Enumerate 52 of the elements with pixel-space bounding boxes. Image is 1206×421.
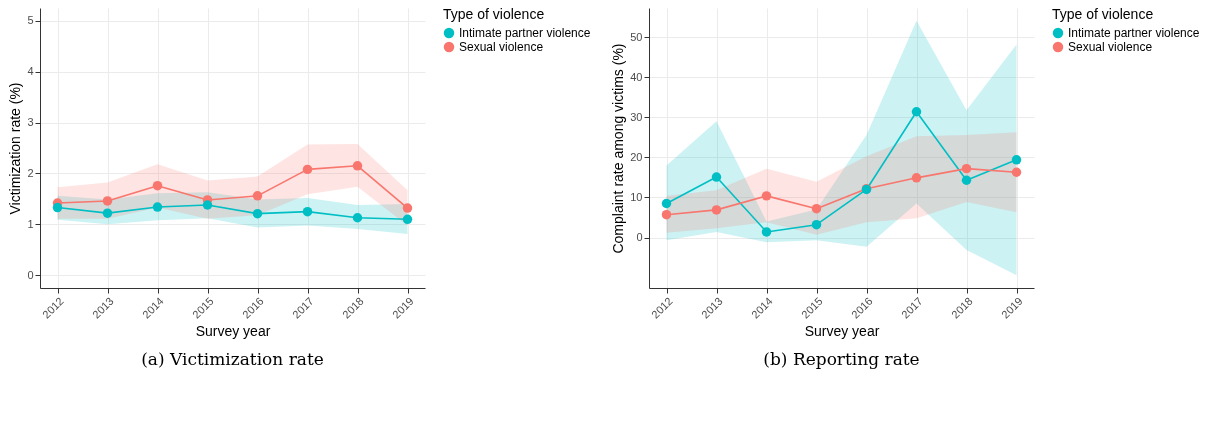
y-tick-label: 40	[630, 70, 643, 83]
y-tick-label: 0	[636, 231, 643, 244]
legend-label: Sexual violence	[459, 40, 544, 54]
point	[102, 208, 113, 218]
point	[252, 191, 263, 201]
point	[961, 163, 972, 174]
point	[252, 208, 263, 219]
y-tick-label: 0	[27, 268, 34, 281]
point	[152, 180, 163, 191]
text: (b) Reporting rate	[763, 349, 920, 370]
point	[1011, 167, 1022, 177]
point	[911, 107, 922, 117]
y-tick-label: 3	[27, 116, 34, 129]
y-tick-label: 2	[27, 166, 34, 179]
y-tick-label: 4	[27, 65, 34, 78]
point	[202, 200, 213, 210]
x-axis-title: Survey year	[195, 322, 271, 339]
point	[961, 175, 972, 185]
y-tick-label: 10	[630, 190, 643, 203]
point	[402, 203, 413, 213]
y-tick-label: 50	[630, 30, 643, 43]
y-tick-label: 20	[630, 150, 643, 163]
point	[711, 205, 722, 215]
text: (a) Victimization rate	[141, 349, 324, 370]
y-tick-label: 5	[27, 14, 34, 27]
point	[661, 198, 672, 209]
point	[911, 173, 922, 183]
point	[761, 191, 772, 201]
point	[302, 206, 313, 217]
legend-label: Intimate partner violence	[459, 26, 591, 40]
point	[102, 196, 113, 206]
y-axis-title: Complaint rate among victims (%)	[610, 43, 627, 254]
y-tick-label: 30	[630, 110, 643, 123]
point	[761, 227, 772, 237]
point	[711, 172, 722, 182]
point	[661, 209, 672, 220]
y-axis-title: Victimization rate (%)	[7, 82, 24, 215]
point	[352, 161, 363, 171]
point	[352, 213, 363, 223]
legend-title: Type of violence	[443, 6, 545, 22]
point	[302, 164, 313, 175]
legend-label: Intimate partner violence	[1068, 26, 1200, 40]
point	[811, 203, 822, 214]
y-tick-label: 1	[27, 217, 34, 230]
point	[811, 219, 822, 230]
legend-title: Type of violence	[1052, 6, 1154, 22]
legend-label: Sexual violence	[1068, 40, 1153, 54]
x-axis-title: Survey year	[804, 322, 880, 339]
point	[1011, 155, 1022, 165]
point	[152, 202, 163, 212]
point	[52, 202, 63, 213]
point	[402, 214, 413, 225]
